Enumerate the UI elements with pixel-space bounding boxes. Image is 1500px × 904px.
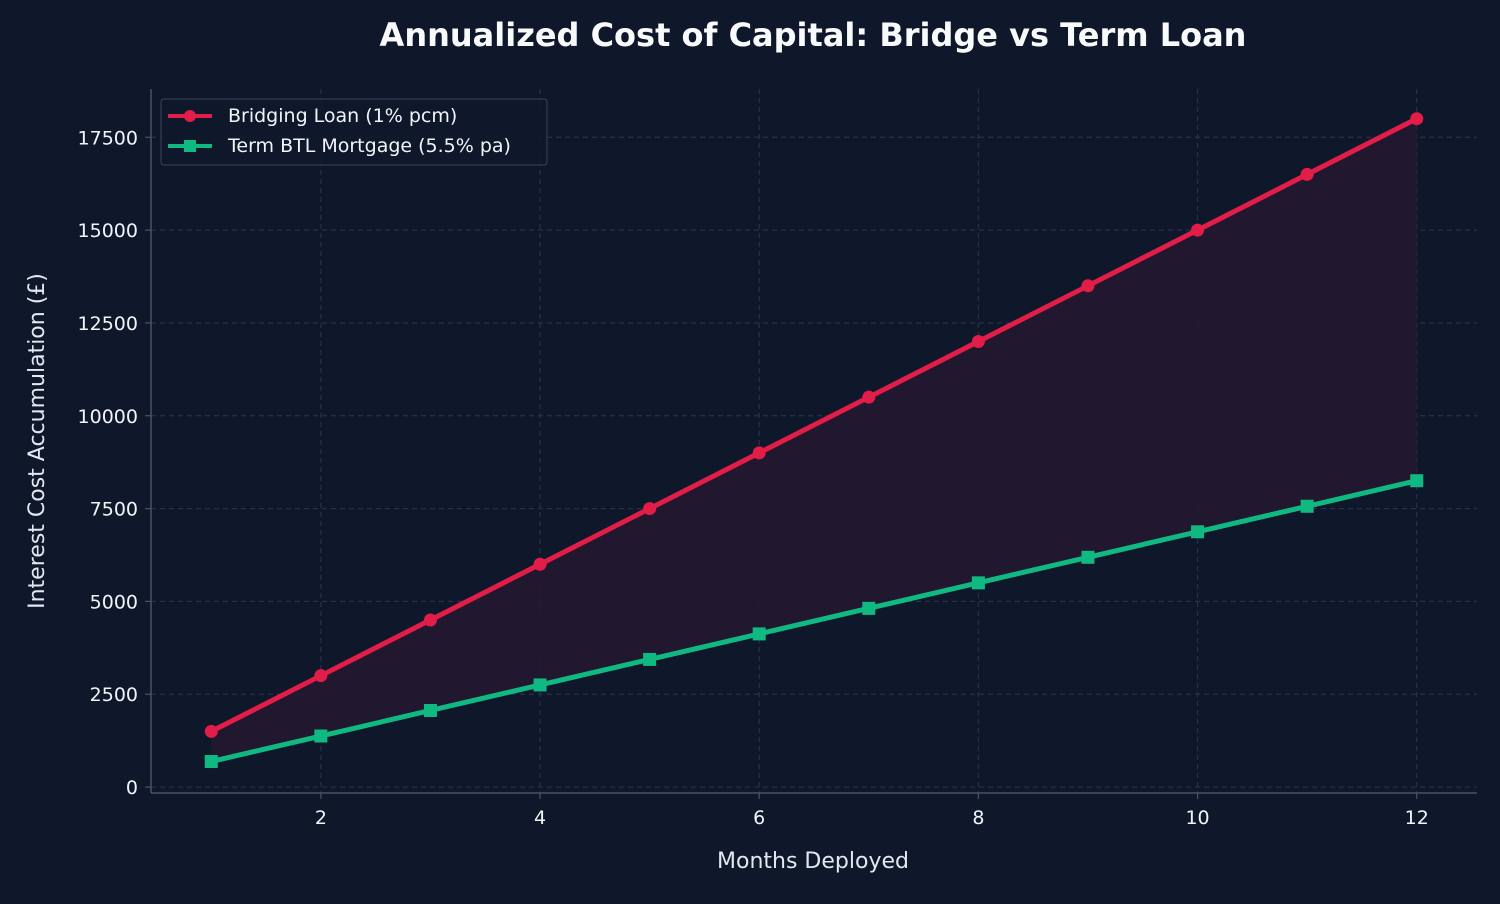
x-tick-label: 12 [1405,807,1429,829]
data-point-term [533,678,547,692]
x-axis-label: Months Deployed [717,849,909,874]
y-tick-label: 17500 [78,127,138,149]
y-tick-label: 0 [126,777,138,799]
legend-marker-bridging [184,110,196,122]
axes: 2 4 6 8 10 12 0 2500 5000 7500 10000 12500 15000 1750… [78,89,1477,829]
data-point-bridging [1300,167,1314,181]
y-tick-label: 5000 [90,591,138,613]
y-tick-label: 12500 [78,313,138,335]
legend-label-bridging: Bridging Loan (1% pcm) [228,105,457,127]
data-point-term [643,652,657,666]
data-point-term [1081,550,1095,564]
data-point-term [1410,474,1424,488]
y-tick-label: 10000 [78,406,138,428]
y-axis-label: Interest Cost Accumulation (£) [25,273,50,609]
data-point-term [204,755,218,769]
series-layer [204,112,1424,769]
chart-title: Annualized Cost of Capital: Bridge vs Te… [380,16,1247,54]
data-point-bridging [423,613,437,627]
data-point-bridging [1410,112,1424,126]
data-point-bridging [533,557,547,571]
x-tick-label: 4 [534,807,546,829]
data-point-term [752,627,766,641]
data-point-bridging [1081,279,1095,293]
data-point-term [862,601,876,615]
series-line-bridging [208,116,1420,734]
data-point-bridging [204,724,218,738]
x-tick-label: 6 [753,807,765,829]
y-tick-label: 15000 [78,220,138,242]
y-tick-label: 7500 [90,499,138,521]
data-point-term [314,729,328,743]
data-point-term [423,703,437,717]
data-point-bridging [643,502,657,516]
fill-between-area [211,118,1417,762]
legend: Bridging Loan (1% pcm) Term BTL Mortgage… [160,98,548,166]
data-point-bridging [314,669,328,683]
y-tick-label: 2500 [90,684,138,706]
data-point-term [971,576,985,590]
x-tick-label: 2 [315,807,327,829]
series-line-term [208,478,1420,765]
x-tick-label: 10 [1185,807,1209,829]
legend-box [160,98,548,166]
legend-marker-term [184,140,196,152]
legend-label-term: Term BTL Mortgage (5.5% pa) [227,135,511,157]
x-tick-label: 8 [972,807,984,829]
data-point-term [1300,499,1314,513]
data-point-bridging [971,334,985,348]
data-point-term [1191,525,1205,539]
data-point-bridging [862,390,876,404]
data-point-bridging [752,446,766,460]
data-point-bridging [1191,223,1205,237]
cost-gap-area [211,118,1417,762]
